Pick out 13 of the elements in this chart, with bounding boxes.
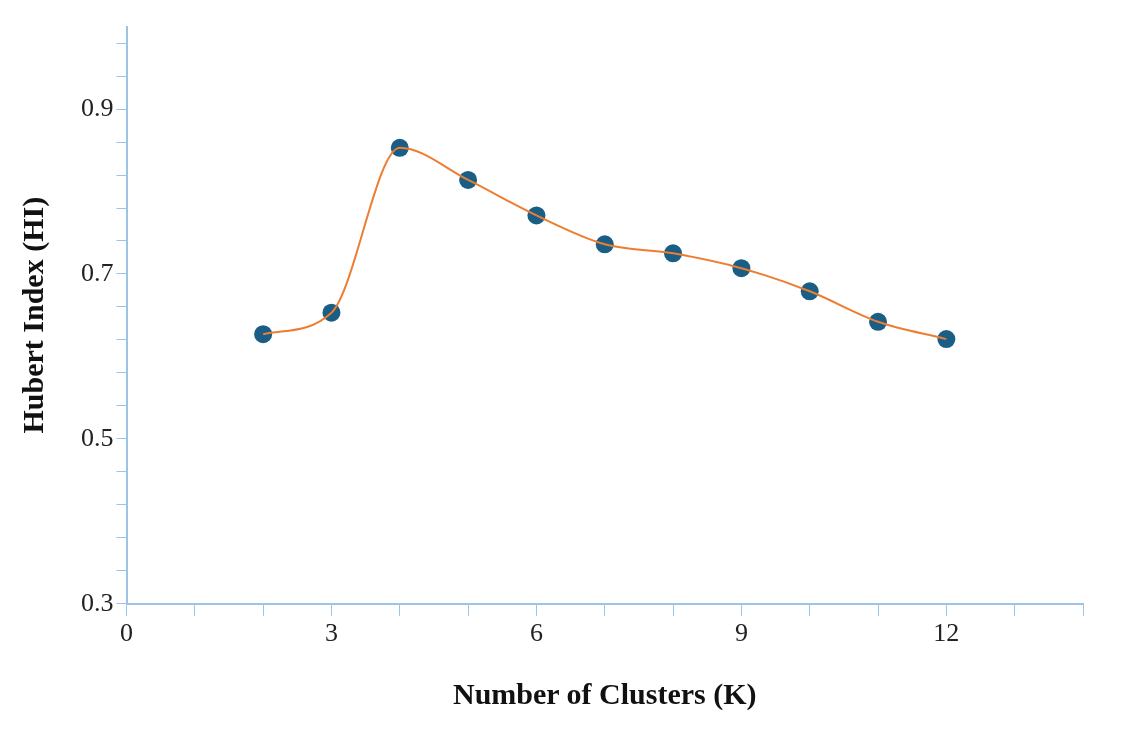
y-tick-label: 0.5 [81, 422, 114, 452]
x-axis-title: Number of Clusters (K) [452, 676, 757, 711]
y-tick-label: 0.7 [81, 257, 114, 287]
y-axis-title: Hubert Index (HI) [15, 196, 50, 434]
x-tick-label: 3 [324, 618, 338, 648]
x-tick-label: 9 [734, 618, 748, 648]
x-tick-label: 6 [529, 618, 543, 648]
point [937, 330, 956, 349]
x-tick-label: 12 [933, 618, 960, 648]
y-tick-label: 0.9 [81, 92, 114, 122]
y-tick-label: 0.3 [81, 587, 114, 617]
point [254, 325, 273, 344]
x-tick-label: 0 [120, 618, 133, 648]
